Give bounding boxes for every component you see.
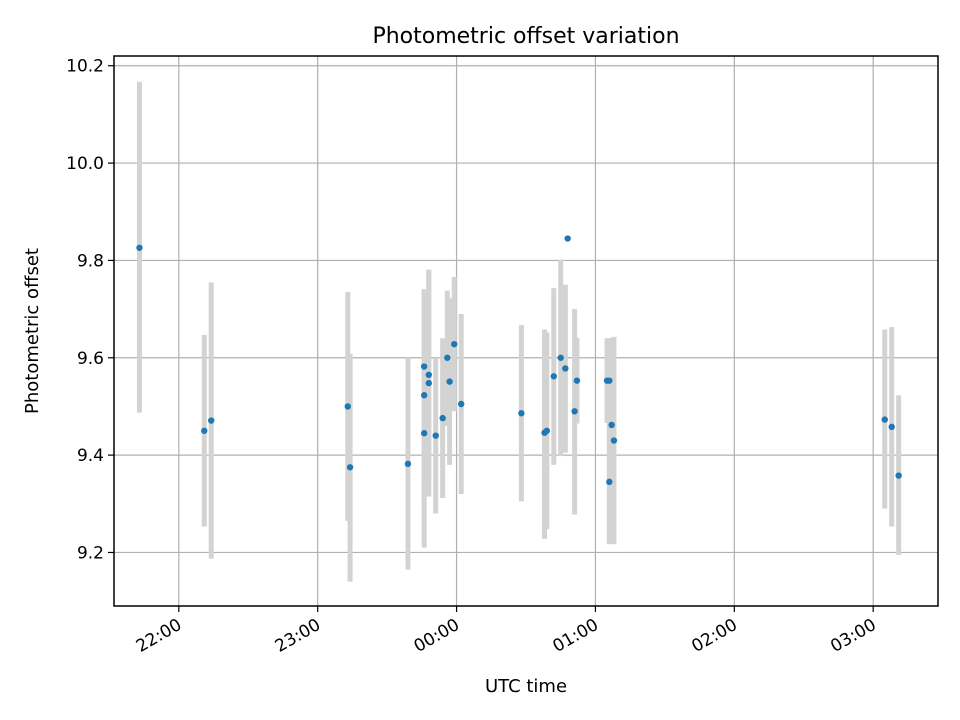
x-tick-label: 03:00 bbox=[827, 615, 879, 657]
data-point bbox=[404, 460, 412, 468]
data-point bbox=[881, 416, 888, 423]
x-tick-label: 02:00 bbox=[688, 615, 740, 657]
y-tick-label: 9.6 bbox=[77, 349, 104, 369]
data-point bbox=[550, 373, 557, 380]
data-point bbox=[432, 432, 439, 439]
chart-title: Photometric offset variation bbox=[372, 24, 679, 49]
data-point bbox=[610, 437, 618, 444]
x-tick-label: 22:00 bbox=[133, 615, 185, 657]
data-point bbox=[564, 235, 571, 242]
y-tick-label: 9.8 bbox=[77, 251, 104, 271]
data-point bbox=[420, 430, 428, 437]
data-point bbox=[344, 403, 351, 410]
x-tick-label: 23:00 bbox=[272, 615, 324, 657]
data-point bbox=[201, 427, 208, 434]
data-point bbox=[446, 378, 453, 385]
data-point bbox=[425, 371, 432, 379]
y-tick-label: 10.0 bbox=[66, 154, 104, 174]
y-axis-label: Photometric offset bbox=[22, 248, 43, 414]
data-point bbox=[208, 417, 215, 424]
y-tick-label: 10.2 bbox=[66, 57, 104, 77]
y-axis-ticks: 9.2 9.4 9.6 9.8 10.0 10.2 bbox=[66, 57, 114, 563]
data-point bbox=[557, 354, 564, 361]
x-axis-label: UTC time bbox=[485, 676, 567, 697]
y-tick-label: 9.4 bbox=[77, 446, 104, 466]
data-point bbox=[573, 377, 581, 384]
data-point bbox=[420, 363, 428, 370]
data-point bbox=[518, 410, 525, 417]
data-point bbox=[457, 400, 465, 408]
point-layer bbox=[136, 235, 902, 486]
data-point bbox=[608, 421, 615, 429]
data-point bbox=[451, 340, 458, 348]
data-point bbox=[606, 377, 613, 384]
data-point bbox=[571, 408, 578, 415]
x-tick-label: 01:00 bbox=[550, 615, 602, 657]
data-point bbox=[136, 244, 143, 251]
data-point bbox=[444, 354, 451, 361]
data-point bbox=[543, 427, 551, 434]
x-tick-label: 00:00 bbox=[411, 615, 463, 657]
data-point bbox=[888, 423, 895, 431]
plot-frame bbox=[113, 55, 939, 607]
data-point bbox=[439, 414, 446, 422]
y-tick-label: 9.2 bbox=[77, 543, 104, 563]
x-axis-ticks: 22:00 23:00 00:00 01:00 02:00 03:00 bbox=[133, 606, 880, 657]
data-point bbox=[606, 478, 613, 486]
data-point bbox=[895, 472, 902, 479]
grid-layer bbox=[114, 56, 938, 606]
data-point bbox=[346, 464, 354, 471]
errorbar-layer bbox=[136, 81, 902, 582]
data-point bbox=[420, 392, 428, 399]
data-point bbox=[562, 365, 569, 372]
data-point bbox=[425, 379, 432, 387]
